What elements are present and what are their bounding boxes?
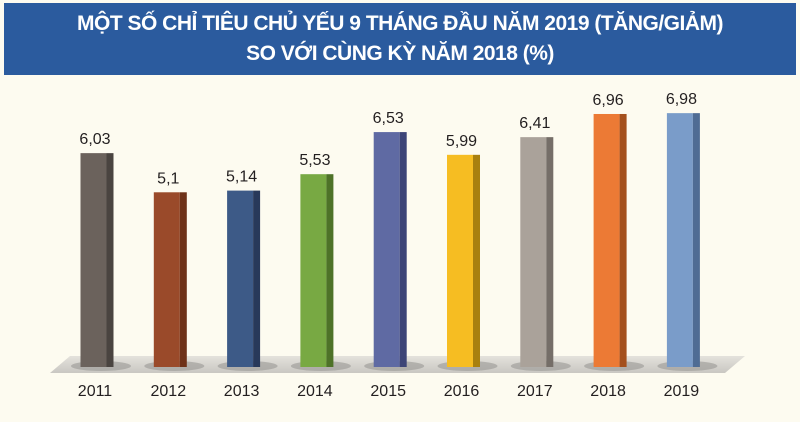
bar-side-2011 <box>106 153 114 367</box>
x-tick-label: 2011 <box>78 383 113 400</box>
bar-2017 <box>520 137 547 367</box>
data-label: 6,98 <box>666 91 697 108</box>
data-label: 5,14 <box>226 169 257 186</box>
bar-2013 <box>227 190 254 367</box>
x-tick-label: 2014 <box>297 383 333 400</box>
bar-side-2015 <box>399 132 407 367</box>
bar-side-2016 <box>473 154 480 367</box>
bar-side-2017 <box>546 137 554 367</box>
bar-side-2014 <box>326 174 334 367</box>
x-tick-label: 2016 <box>444 383 480 400</box>
data-label: 6,03 <box>79 131 110 148</box>
x-tick-label: 2018 <box>590 383 626 400</box>
x-tick-label: 2017 <box>517 383 553 400</box>
bar-2018 <box>593 113 620 367</box>
data-label: 6,53 <box>373 110 404 127</box>
data-label: 5,99 <box>446 133 477 150</box>
x-tick-label: 2013 <box>224 383 260 400</box>
bar-2019 <box>666 113 693 367</box>
bar-side-2013 <box>253 190 261 367</box>
bar-side-2019 <box>692 113 700 367</box>
x-tick-label: 2019 <box>664 383 700 400</box>
bar-2014 <box>300 174 327 367</box>
bar-2015 <box>373 132 400 367</box>
bar-2016 <box>447 154 473 367</box>
chart-title-line2: SO VỚI CÙNG KỲ NĂM 2018 (%) <box>246 42 554 65</box>
data-label: 5,1 <box>157 170 179 187</box>
bar-2012 <box>153 192 180 367</box>
data-label: 5,53 <box>299 152 330 169</box>
x-tick-label: 2015 <box>370 383 406 400</box>
data-label: 6,41 <box>519 115 550 132</box>
bar-2011 <box>80 153 107 367</box>
title-banner: MỘT SỐ CHỈ TIÊU CHỦ YẾU 9 THÁNG ĐẦU NĂM … <box>4 3 796 75</box>
x-tick-label: 2012 <box>151 383 187 400</box>
bar-side-2018 <box>619 113 627 367</box>
chart-title-line1: MỘT SỐ CHỈ TIÊU CHỦ YẾU 9 THÁNG ĐẦU NĂM … <box>77 12 724 35</box>
data-label: 6,96 <box>593 92 624 109</box>
bar-side-2012 <box>179 192 187 367</box>
